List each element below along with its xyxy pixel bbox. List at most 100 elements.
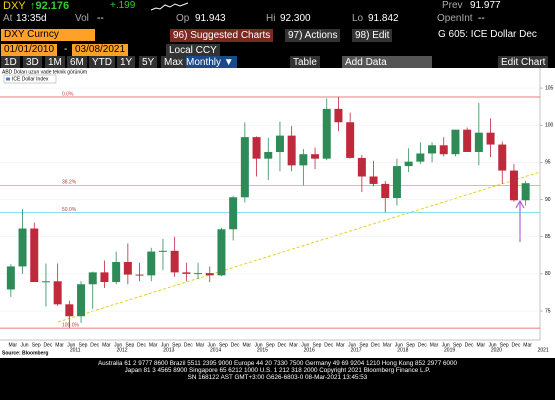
period-button[interactable]: 1M [45, 56, 65, 69]
ccy[interactable]: Local CCY [166, 44, 220, 57]
candle-body [381, 183, 390, 199]
x-month-label: Mar [476, 342, 485, 348]
ticker: DXY [3, 0, 26, 12]
hi-label: Hi [266, 13, 276, 24]
legend-text: ICE Dollar Index [12, 76, 49, 82]
x-month-label: Dec [371, 342, 380, 348]
y-tick-label: 90 [545, 197, 551, 203]
x-month-label: Dec [137, 342, 146, 348]
x-year-label: 2011 [70, 347, 81, 353]
command-row: DXY Curncy 96) Suggested Charts 97) Acti… [0, 29, 555, 43]
x-month-label: Sep [453, 342, 462, 348]
candle-body [428, 145, 437, 154]
dash: - [64, 44, 68, 55]
x-month-label: Mar [430, 342, 439, 348]
x-month-label: Dec [277, 342, 286, 348]
period-button[interactable]: 5Y [139, 56, 158, 69]
x-month-label: Mar [8, 342, 17, 348]
lo: 91.842 [368, 13, 399, 24]
x-month-label: Sep [313, 342, 322, 348]
candle-body [229, 197, 238, 230]
add-data[interactable]: Add Data [342, 56, 432, 69]
period-button[interactable]: 1D [1, 56, 20, 69]
candle-body [65, 304, 74, 317]
candle-body [311, 154, 320, 159]
candle-body [334, 108, 343, 123]
period-button[interactable]: YTD [89, 56, 115, 69]
candle-body [287, 135, 296, 166]
at-label: At [3, 13, 13, 24]
x-month-label: Mar [383, 342, 392, 348]
x-month-label: Mar [55, 342, 64, 348]
candle-body [147, 251, 156, 276]
x-month-label: Dec [231, 342, 240, 348]
op: 91.943 [195, 13, 226, 24]
x-month-label: Sep [125, 342, 134, 348]
footer-line: SN 168122 AST GMT+3:00 G626-6803-0 08-Ma… [187, 374, 368, 381]
suggested-button[interactable]: 96) Suggested Charts [170, 29, 274, 42]
sparkline [150, 2, 189, 11]
vol: -- [97, 13, 104, 24]
x-year-label: 2017 [350, 347, 361, 353]
candle-body [357, 157, 366, 177]
candle-body [463, 129, 472, 152]
candle-body [252, 137, 261, 159]
candle-body [451, 129, 460, 155]
x-month-label: Jun [20, 342, 28, 348]
x-month-label: Mar [196, 342, 205, 348]
op-label: Op [176, 13, 190, 24]
x-month-label: Jun [208, 342, 216, 348]
y-tick-label: 95 [545, 160, 551, 166]
candle-body [112, 261, 121, 283]
table-button[interactable]: Table [290, 56, 320, 69]
x-month-label: Sep [406, 342, 415, 348]
candle-body [88, 272, 97, 285]
source: Source: Bloomberg [2, 350, 48, 356]
x-month-label: Mar [242, 342, 251, 348]
x-month-label: Jun [114, 342, 122, 348]
x-month-label: Mar [523, 342, 532, 348]
x-month-label: Mar [149, 342, 158, 348]
period-button[interactable]: Max [161, 56, 186, 69]
x-month-label: Sep [172, 342, 181, 348]
period-button[interactable]: 6M [67, 56, 87, 69]
x-month-label: Jun [254, 342, 262, 348]
y-tick-label: 100 [545, 123, 554, 129]
x-month-label: Mar [289, 342, 298, 348]
candle-body [18, 228, 27, 267]
candle-body [158, 250, 167, 252]
end-date[interactable]: 03/08/2021 [72, 44, 129, 56]
x-year-label: 2013 [163, 347, 174, 353]
candle-body [6, 266, 15, 290]
candle-body [53, 281, 62, 305]
x-month-label: Sep [359, 342, 368, 348]
edit-chart[interactable]: Edit Chart [498, 56, 549, 69]
x-month-label: Sep [500, 342, 509, 348]
candle-body [100, 272, 109, 283]
x-month-label: Dec [465, 342, 474, 348]
start-date[interactable]: 01/01/2010 [1, 44, 58, 56]
x-month-label: Mar [102, 342, 111, 348]
footer: Australia 61 2 9777 8600 Brazil 5511 239… [0, 360, 555, 381]
x-month-label: Mar [336, 342, 345, 348]
candle-body [77, 284, 86, 317]
candle-body [509, 170, 518, 201]
security-field[interactable]: DXY Curncy [1, 29, 95, 41]
candle-body [275, 135, 284, 152]
lo-label: Lo [352, 13, 364, 24]
candle-body [123, 261, 132, 275]
period-button[interactable]: 3D [23, 56, 42, 69]
candle-body [205, 273, 214, 276]
quote-row: DXY ↑92.176 +.199 Prev 91.977 [0, 0, 555, 13]
fib-label: 50.0% [62, 207, 77, 213]
period-button[interactable]: 1Y [117, 56, 136, 69]
x-year-label: 2020 [491, 347, 502, 353]
time: 13:35d [16, 13, 47, 24]
candle-body [416, 153, 425, 162]
x-month-label: Dec [90, 342, 99, 348]
fib-label: 38.2% [62, 180, 77, 186]
edit-button[interactable]: 98) Edit [352, 29, 393, 42]
actions-button[interactable]: 97) Actions [285, 29, 341, 42]
trendline [57, 171, 541, 323]
freq[interactable]: Monthly ▼ [183, 56, 237, 69]
